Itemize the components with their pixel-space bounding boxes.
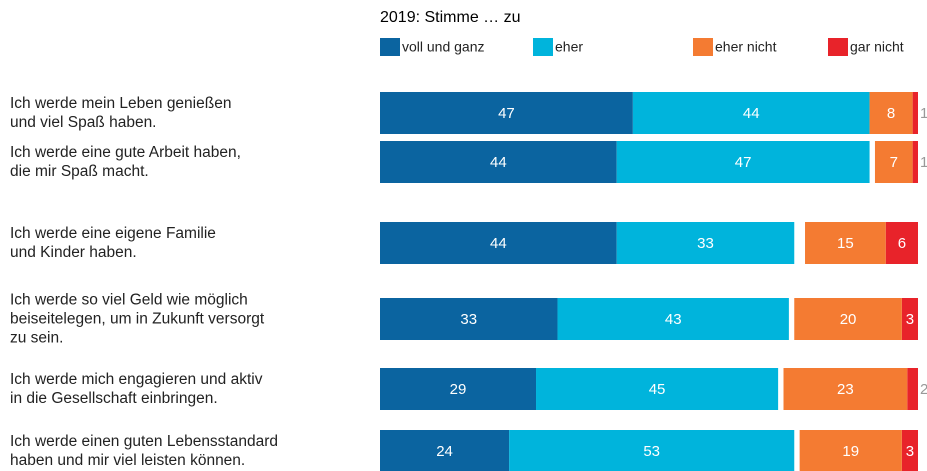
bar-segment [783,368,908,410]
value-label: 24 [436,443,453,460]
bar-segment [380,430,510,471]
value-label: 8 [887,105,895,122]
value-label: 33 [460,311,477,328]
value-label: 1 [920,105,927,122]
bar-segment [907,368,918,410]
value-label: 33 [697,235,714,252]
bar-segment [901,298,918,340]
legend-label: voll und ganz [402,39,485,55]
bar-segment [557,298,789,340]
value-label: 15 [837,235,854,252]
bar-segment [794,298,902,340]
value-label: 44 [490,235,507,252]
value-label: 47 [498,105,515,122]
value-label: 6 [898,235,906,252]
legend-label: gar nicht [850,39,904,55]
value-label: 19 [842,443,859,460]
value-label: 44 [490,154,507,171]
value-label: 45 [649,381,666,398]
value-label: 53 [643,443,660,460]
bar-segment [380,222,617,264]
legend-label: eher nicht [715,39,777,55]
bar-segment [616,222,795,264]
bar-segment [912,141,918,183]
value-label: 20 [840,311,857,328]
value-label: 7 [890,154,898,171]
bar-segment [632,92,870,134]
value-label: 3 [906,311,914,328]
category-label: Ich werde eine eigene Familie und Kinder… [10,225,216,261]
bar-segment [805,222,886,264]
value-label: 47 [735,154,752,171]
bar-segment [901,430,918,471]
value-label: 2 [920,381,927,398]
legend-label: eher [555,39,583,55]
value-label: 43 [665,311,682,328]
legend-title: 2019: Stimme … zu [380,9,521,26]
category-label: Ich werde mich engagieren und aktiv in d… [10,371,263,407]
category-label: Ich werde mein Leben genießen und viel S… [10,95,232,131]
bar-segment [912,92,918,134]
bar-segment [869,92,913,134]
value-label: 3 [906,443,914,460]
bar-segment [885,222,918,264]
bar-segment [536,368,779,410]
category-label: Ich werde einen guten Lebensstandard hab… [10,433,279,469]
legend-swatch [533,38,553,56]
legend-swatch [828,38,848,56]
bar-segment [616,141,870,183]
legend-swatch [380,38,400,56]
value-label: 23 [837,381,854,398]
bar-segment [380,141,617,183]
bar-segment [799,430,902,471]
category-label: Ich werde so viel Geld wie möglich beise… [10,291,265,347]
bar-segment [380,92,633,134]
value-label: 44 [743,105,760,122]
bar-segment [380,368,537,410]
bar-segment [874,141,913,183]
bar-segment [509,430,795,471]
value-label: 1 [920,154,927,171]
value-label: 29 [450,381,467,398]
legend-swatch [693,38,713,56]
bar-segment [380,298,558,340]
category-label: Ich werde eine gute Arbeit haben, die mi… [10,144,241,180]
